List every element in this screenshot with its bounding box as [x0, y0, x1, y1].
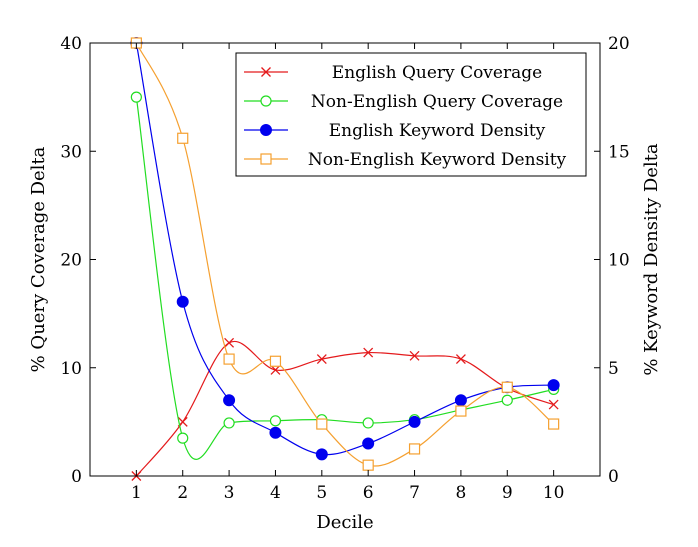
data-point [315, 448, 328, 461]
data-point [408, 443, 421, 455]
data-point [363, 347, 374, 358]
series-line [135, 42, 555, 467]
data-point [409, 350, 420, 361]
y-tick-label-right: 15 [608, 142, 630, 162]
legend-item: Non-English Query Coverage [244, 92, 563, 112]
x-tick-label: 8 [455, 483, 466, 503]
data-point [362, 417, 374, 429]
legend-item: Non-English Keyword Density [244, 150, 567, 170]
legend-marker [260, 95, 272, 107]
data-point [455, 354, 466, 365]
data-point [501, 381, 513, 393]
series-line [135, 340, 554, 477]
data-point [454, 394, 467, 407]
data-point [269, 426, 282, 439]
legend-marker [261, 67, 271, 77]
legend-label: Non-English Keyword Density [308, 150, 567, 170]
data-point [269, 355, 282, 367]
data-point [316, 354, 327, 365]
y-tick-label-right: 10 [608, 251, 630, 271]
legend-item: English Keyword Density [244, 121, 546, 141]
x-tick-label: 5 [316, 483, 327, 503]
data-point [362, 437, 375, 450]
y-tick-label-left: 20 [60, 251, 82, 271]
legend-label: English Keyword Density [329, 121, 546, 141]
y-tick-label-left: 30 [60, 142, 82, 162]
series-3 [130, 37, 560, 461]
legend-item: English Query Coverage [244, 63, 542, 83]
x-tick-label: 6 [363, 483, 374, 503]
y-tick-label-right: 5 [608, 359, 619, 379]
data-point [176, 295, 189, 308]
y-tick-label-left: 40 [60, 34, 82, 54]
data-point [224, 337, 235, 348]
y-tick-label-right: 20 [608, 34, 630, 54]
x-tick-label: 7 [409, 483, 420, 503]
data-point [130, 91, 142, 103]
data-point [177, 432, 189, 444]
legend-label: English Query Coverage [332, 63, 542, 83]
x-tick-label: 4 [270, 483, 281, 503]
data-point [455, 405, 467, 417]
data-point [408, 415, 421, 428]
y-tick-label-left: 10 [60, 359, 82, 379]
y-tick-label-left: 0 [71, 467, 82, 487]
data-point [269, 415, 282, 427]
x-tick-label: 3 [224, 483, 235, 503]
data-point [223, 353, 235, 365]
data-point [177, 132, 189, 144]
data-point [270, 364, 281, 375]
data-point [223, 417, 235, 429]
x-tick-label: 9 [502, 483, 513, 503]
axes-layer: 1 2 3 4 5 6 7 8 9 10 0 10 20 30 40 0 5 10 15 20 [60, 34, 629, 503]
y-axis-title-right: % Keyword Density Delta [641, 143, 662, 376]
x-tick-label: 1 [131, 483, 142, 503]
data-point [548, 418, 560, 430]
legend-label: Non-English Query Coverage [311, 92, 563, 112]
data-point [316, 418, 328, 430]
data-point [501, 394, 513, 406]
y-tick-label-right: 0 [608, 467, 619, 487]
x-tick-label: 10 [543, 483, 565, 503]
legend-marker [260, 153, 272, 165]
series-2 [130, 91, 560, 460]
data-point [547, 379, 560, 392]
legend-marker [260, 124, 272, 136]
legend-box [235, 52, 587, 177]
series-line [135, 97, 554, 460]
data-point [362, 459, 374, 471]
data-point [548, 399, 559, 410]
data-point [223, 394, 236, 407]
y-axis-title-left: % Query Coverage Delta [28, 146, 49, 372]
x-tick-label: 2 [177, 483, 188, 503]
legend: English Query Coverage Non-English Query … [235, 52, 587, 177]
x-axis-title: Decile [316, 512, 373, 533]
